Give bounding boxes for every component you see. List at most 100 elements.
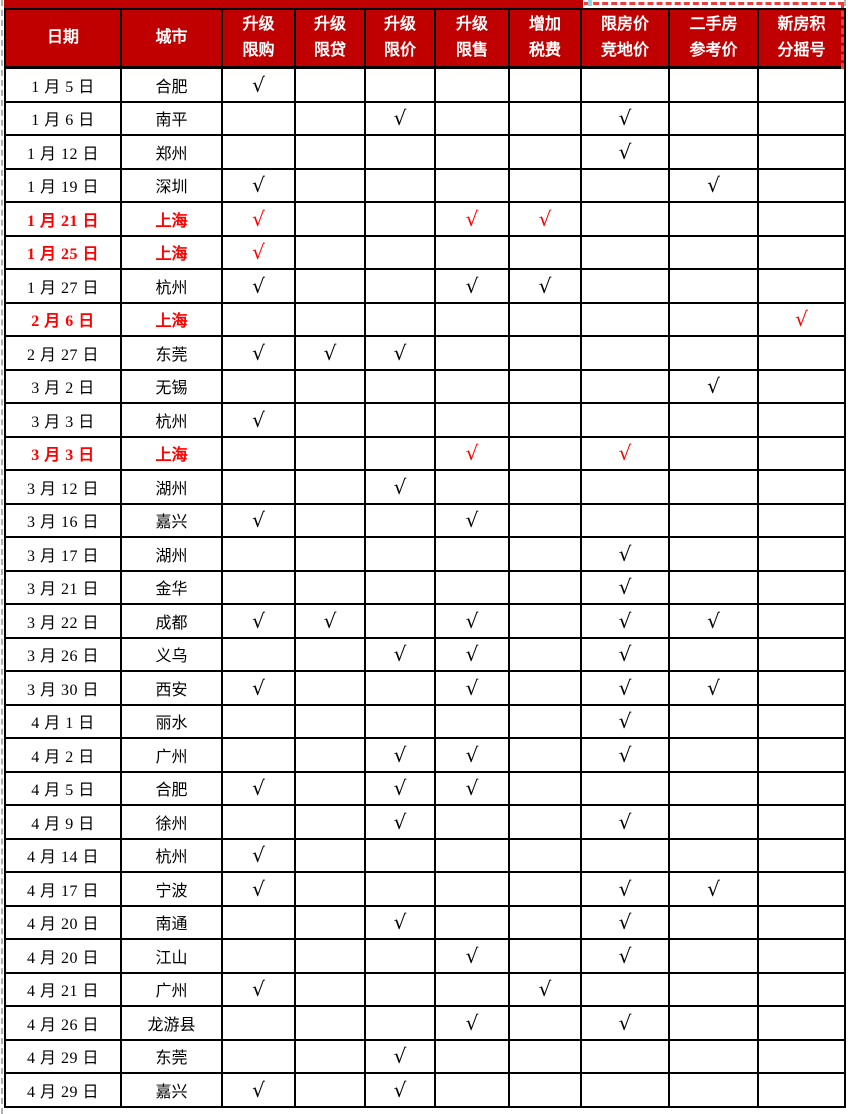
col-header-newhome-points-lottery[interactable]: 新房积 分摇号	[757, 8, 846, 69]
check-cell-newhome-points-lottery[interactable]	[757, 1072, 846, 1108]
check-cell-secondhand-reference-price[interactable]	[668, 804, 759, 840]
date-cell[interactable]: 1 月 27 日	[4, 268, 122, 304]
check-cell-tax-increase[interactable]	[508, 335, 582, 371]
check-cell-upgrade-price-limit[interactable]: √	[364, 469, 436, 505]
check-cell-upgrade-sale-limit[interactable]	[434, 904, 510, 940]
check-cell-upgrade-purchase-limit[interactable]	[221, 737, 296, 773]
check-cell-newhome-points-lottery[interactable]: √	[757, 301, 846, 337]
check-cell-upgrade-price-limit[interactable]	[364, 167, 436, 203]
check-cell-secondhand-reference-price[interactable]	[668, 737, 759, 773]
check-cell-newhome-points-lottery[interactable]	[757, 1005, 846, 1041]
check-cell-tax-increase[interactable]	[508, 134, 582, 170]
check-cell-upgrade-purchase-limit[interactable]	[221, 368, 296, 404]
check-cell-newhome-points-lottery[interactable]	[757, 435, 846, 471]
check-cell-house-price-cap-land-bid[interactable]	[580, 971, 670, 1007]
check-cell-secondhand-reference-price[interactable]	[668, 904, 759, 940]
date-cell[interactable]: 3 月 22 日	[4, 603, 122, 639]
check-cell-tax-increase[interactable]	[508, 837, 582, 873]
check-cell-tax-increase[interactable]	[508, 636, 582, 672]
check-cell-secondhand-reference-price[interactable]	[668, 100, 759, 136]
check-cell-upgrade-purchase-limit[interactable]	[221, 938, 296, 974]
check-cell-upgrade-purchase-limit[interactable]	[221, 435, 296, 471]
check-cell-house-price-cap-land-bid[interactable]	[580, 469, 670, 505]
check-cell-upgrade-purchase-limit[interactable]: √	[221, 871, 296, 907]
city-cell[interactable]: 杭州	[120, 402, 223, 438]
check-cell-upgrade-loan-limit[interactable]	[294, 1072, 366, 1108]
city-cell[interactable]: 南平	[120, 100, 223, 136]
check-cell-tax-increase[interactable]	[508, 469, 582, 505]
check-cell-house-price-cap-land-bid[interactable]: √	[580, 636, 670, 672]
check-cell-upgrade-purchase-limit[interactable]	[221, 703, 296, 739]
check-cell-house-price-cap-land-bid[interactable]	[580, 66, 670, 103]
check-cell-upgrade-price-limit[interactable]	[364, 66, 436, 103]
check-cell-upgrade-sale-limit[interactable]: √	[434, 636, 510, 672]
check-cell-newhome-points-lottery[interactable]	[757, 904, 846, 940]
check-cell-secondhand-reference-price[interactable]	[668, 66, 759, 103]
check-cell-secondhand-reference-price[interactable]	[668, 134, 759, 170]
check-cell-upgrade-sale-limit[interactable]	[434, 134, 510, 170]
check-cell-upgrade-sale-limit[interactable]	[434, 837, 510, 873]
check-cell-upgrade-loan-limit[interactable]	[294, 871, 366, 907]
check-cell-newhome-points-lottery[interactable]	[757, 770, 846, 806]
date-cell[interactable]: 1 月 19 日	[4, 167, 122, 203]
check-cell-upgrade-sale-limit[interactable]	[434, 402, 510, 438]
check-cell-upgrade-loan-limit[interactable]	[294, 670, 366, 706]
check-cell-upgrade-sale-limit[interactable]	[434, 1038, 510, 1074]
check-cell-newhome-points-lottery[interactable]	[757, 837, 846, 873]
check-cell-newhome-points-lottery[interactable]	[757, 502, 846, 538]
check-cell-secondhand-reference-price[interactable]	[668, 469, 759, 505]
check-cell-secondhand-reference-price[interactable]	[668, 938, 759, 974]
date-cell[interactable]: 3 月 16 日	[4, 502, 122, 538]
check-cell-upgrade-loan-limit[interactable]	[294, 100, 366, 136]
check-cell-upgrade-sale-limit[interactable]	[434, 167, 510, 203]
city-cell[interactable]: 西安	[120, 670, 223, 706]
check-cell-upgrade-purchase-limit[interactable]: √	[221, 770, 296, 806]
check-cell-tax-increase[interactable]	[508, 904, 582, 940]
check-cell-upgrade-loan-limit[interactable]	[294, 904, 366, 940]
check-cell-upgrade-price-limit[interactable]	[364, 301, 436, 337]
check-cell-upgrade-loan-limit[interactable]	[294, 1038, 366, 1074]
check-cell-upgrade-purchase-limit[interactable]	[221, 469, 296, 505]
check-cell-upgrade-price-limit[interactable]	[364, 502, 436, 538]
check-cell-upgrade-loan-limit[interactable]	[294, 134, 366, 170]
check-cell-upgrade-price-limit[interactable]	[364, 938, 436, 974]
check-cell-upgrade-sale-limit[interactable]	[434, 100, 510, 136]
check-cell-upgrade-purchase-limit[interactable]	[221, 569, 296, 605]
check-cell-upgrade-sale-limit[interactable]	[434, 301, 510, 337]
check-cell-secondhand-reference-price[interactable]: √	[668, 167, 759, 203]
check-cell-tax-increase[interactable]: √	[508, 201, 582, 237]
check-cell-secondhand-reference-price[interactable]: √	[668, 368, 759, 404]
check-cell-house-price-cap-land-bid[interactable]	[580, 201, 670, 237]
date-cell[interactable]: 3 月 30 日	[4, 670, 122, 706]
check-cell-upgrade-price-limit[interactable]	[364, 971, 436, 1007]
check-cell-newhome-points-lottery[interactable]	[757, 469, 846, 505]
check-cell-upgrade-price-limit[interactable]	[364, 871, 436, 907]
date-cell[interactable]: 4 月 21 日	[4, 971, 122, 1007]
check-cell-tax-increase[interactable]	[508, 536, 582, 572]
check-cell-upgrade-sale-limit[interactable]: √	[434, 938, 510, 974]
check-cell-upgrade-sale-limit[interactable]: √	[434, 737, 510, 773]
check-cell-upgrade-sale-limit[interactable]: √	[434, 502, 510, 538]
col-header-upgrade-purchase-limit[interactable]: 升级 限购	[221, 8, 296, 69]
check-cell-house-price-cap-land-bid[interactable]: √	[580, 100, 670, 136]
check-cell-upgrade-sale-limit[interactable]: √	[434, 201, 510, 237]
check-cell-upgrade-price-limit[interactable]	[364, 603, 436, 639]
check-cell-secondhand-reference-price[interactable]	[668, 201, 759, 237]
check-cell-secondhand-reference-price[interactable]: √	[668, 871, 759, 907]
check-cell-tax-increase[interactable]	[508, 871, 582, 907]
date-cell[interactable]: 4 月 29 日	[4, 1072, 122, 1108]
check-cell-upgrade-price-limit[interactable]: √	[364, 100, 436, 136]
check-cell-newhome-points-lottery[interactable]	[757, 134, 846, 170]
check-cell-secondhand-reference-price[interactable]	[668, 301, 759, 337]
check-cell-newhome-points-lottery[interactable]	[757, 66, 846, 103]
check-cell-upgrade-purchase-limit[interactable]	[221, 636, 296, 672]
check-cell-house-price-cap-land-bid[interactable]: √	[580, 670, 670, 706]
check-cell-house-price-cap-land-bid[interactable]: √	[580, 1005, 670, 1041]
check-cell-newhome-points-lottery[interactable]	[757, 536, 846, 572]
check-cell-upgrade-purchase-limit[interactable]: √	[221, 335, 296, 371]
check-cell-upgrade-loan-limit[interactable]	[294, 1005, 366, 1041]
date-cell[interactable]: 2 月 27 日	[4, 335, 122, 371]
check-cell-upgrade-purchase-limit[interactable]	[221, 301, 296, 337]
check-cell-newhome-points-lottery[interactable]	[757, 167, 846, 203]
date-cell[interactable]: 4 月 26 日	[4, 1005, 122, 1041]
